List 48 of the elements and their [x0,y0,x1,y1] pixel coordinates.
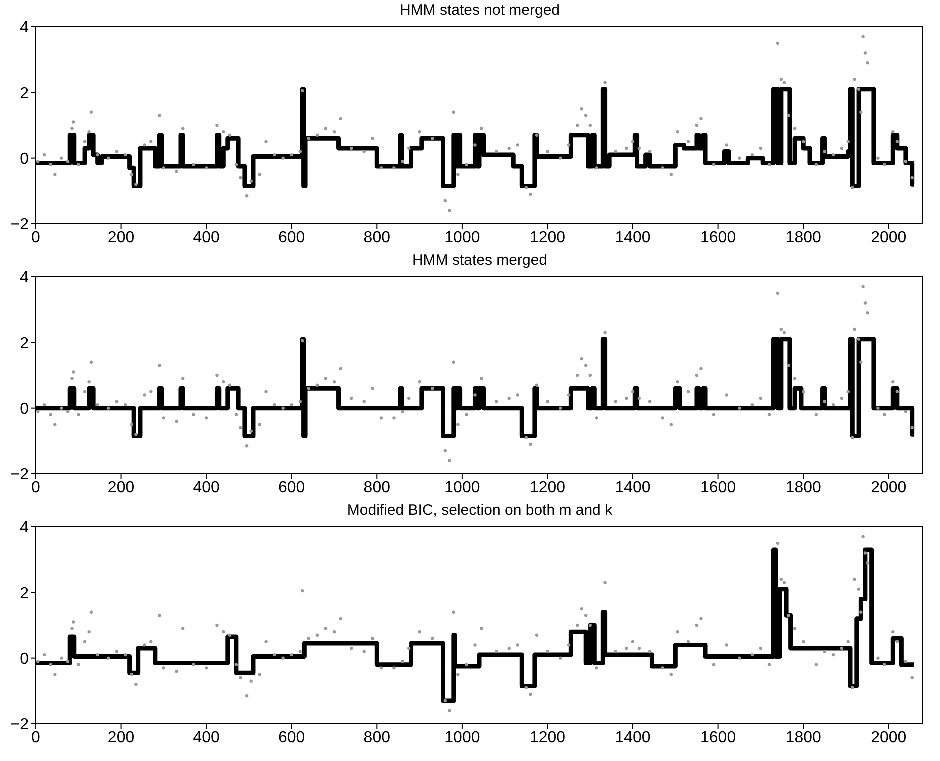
x-tick-label: 400 [193,479,220,496]
x-tick-label: 1800 [786,729,822,746]
x-tick-label: 200 [108,229,135,246]
x-tick-label: 400 [193,229,220,246]
y-tick-label: 2 [20,585,30,602]
x-tick-label: 1600 [700,229,736,246]
chart-title: HMM states not merged [398,2,562,19]
x-tick-label: 200 [108,479,135,496]
x-tick-label: 800 [364,479,391,496]
x-tick-label: 1200 [530,479,566,496]
x-tick-label: 1000 [444,729,480,746]
x-tick-label: 1200 [530,729,566,746]
x-tick-label: 0 [32,729,41,746]
x-tick-label: 1200 [530,229,566,246]
y-tick-label: −2 [10,216,30,234]
x-tick-label: 1000 [444,479,480,496]
x-tick-label: 2000 [871,229,907,246]
x-tick-label: 800 [364,729,391,746]
y-tick-label: 0 [20,651,30,668]
y-tick-label: −2 [10,716,30,734]
x-tick-label: 1800 [786,479,822,496]
x-tick-label: 1400 [615,229,651,246]
y-tick-label: 2 [20,335,30,352]
x-tick-label: 800 [364,229,391,246]
x-tick-label: 600 [278,479,306,496]
x-tick-label: 600 [278,229,306,246]
y-tick-label: 4 [20,20,30,37]
x-tick-label: 1400 [615,479,651,496]
chart-title: Modified BIC, selection on both m and k [346,502,614,519]
y-tick-label: 4 [20,520,30,537]
x-tick-label: 600 [278,729,306,746]
x-tick-label: 200 [108,729,135,746]
y-tick-label: −2 [10,466,30,484]
y-tick-label: 0 [20,401,30,418]
y-tick-label: 4 [20,270,30,287]
chart-title: HMM states merged [411,252,549,269]
x-tick-label: 1600 [700,479,736,496]
y-tick-label: 2 [20,85,30,102]
x-tick-label: 2000 [871,479,907,496]
x-tick-label: 400 [193,729,220,746]
x-tick-label: 1600 [700,729,736,746]
x-tick-label: 2000 [871,729,907,746]
x-tick-label: 1000 [444,229,480,246]
x-tick-label: 0 [32,479,41,496]
x-tick-label: 1800 [786,229,822,246]
y-tick-label: 0 [20,151,30,168]
x-tick-label: 0 [32,229,41,246]
x-tick-label: 1400 [615,729,651,746]
